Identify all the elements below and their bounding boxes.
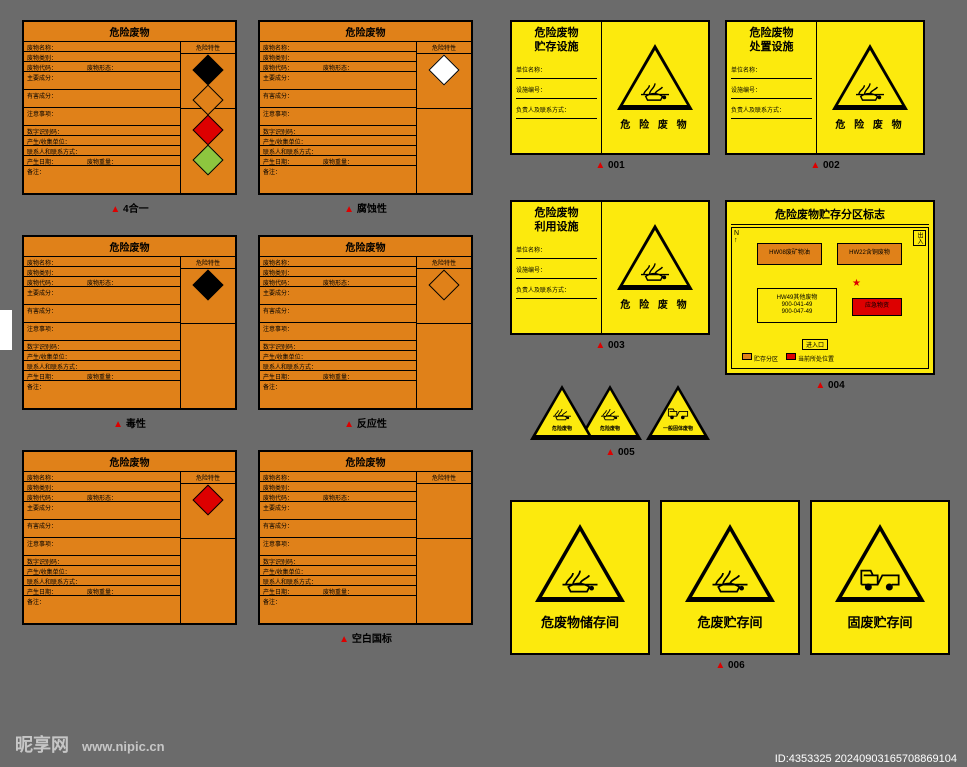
warning-triangle-icon [835,524,925,602]
card-hazard-icons: 危险特性 [180,42,235,193]
facility-title: 危险废物处置设施 [731,26,812,55]
card-caption: ▲ 001 [510,160,710,171]
card-title: 危险废物 [260,452,471,472]
storage-room-sign: 危废贮存间 [660,500,800,655]
hazard-diamond-icon [192,144,223,175]
warning-triangle-icon [685,524,775,602]
card-caption: ▲ 005 [560,447,680,458]
orange-hazard-label-card: 危险废物 废物名称：废物类别：废物代码：废物形态：主要成分：有害成分：注意事项：… [258,235,473,410]
warning-triangle-icon [535,524,625,602]
card-fields: 废物名称：废物类别：废物代码：废物形态：主要成分：有害成分：注意事项：数字识别码… [24,257,180,408]
triangle-group: 危险废物危险废物一般固体废物 [530,385,710,440]
card-caption: ▲ 006 [660,660,800,671]
yellow-facility-card: 危险废物处置设施 单位名称：设施编号：负责人及联系方式： 危 险 废 物 [725,20,925,155]
orange-hazard-label-card: 危险废物 废物名称：废物类别：废物代码：废物形态：主要成分：有害成分：注意事项：… [22,450,237,625]
sign-label: 危废物储存间 [541,612,619,631]
card-fields: 废物名称：废物类别：废物代码：废物形态：主要成分：有害成分：注意事项：数字识别码… [260,42,416,193]
hazard-diamond-icon [192,484,223,515]
hazard-diamond-icon [428,54,459,85]
card-title: 危险废物 [24,452,235,472]
hazard-diamond-icon [192,84,223,115]
card-title: 危险废物 [24,237,235,257]
sign-label: 固废贮存间 [847,612,912,631]
yellow-facility-card: 危险废物贮存设施 单位名称：设施编号：负责人及联系方式： 危 险 废 物 [510,20,710,155]
card-fields: 废物名称：废物类别：废物代码：废物形态：主要成分：有害成分：注意事项：数字识别码… [260,472,416,623]
card-caption: ▲ 004 [725,380,935,391]
hazard-diamond-icon [192,114,223,145]
storage-room-sign: 危废物储存间 [510,500,650,655]
card-title: 危险废物 [24,22,235,42]
card-hazard-icons: 危险特性 [180,257,235,408]
warning-triangle-zone: 危 险 废 物 [817,22,923,153]
sign-label: 危废贮存间 [697,612,762,631]
card-caption: ▲ 腐蚀性 [258,200,473,215]
card-title: 危险废物 [260,22,471,42]
watermark-logo: 昵享网 www.nipic.cn [15,731,165,757]
facility-title: 危险废物贮存设施 [516,26,597,55]
warning-triangle-zone: 危 险 废 物 [602,22,708,153]
card-hazard-icons: 危险特性 [180,472,235,623]
card-fields: 废物名称：废物类别：废物代码：废物形态：主要成分：有害成分：注意事项：数字识别码… [24,472,180,623]
storage-room-sign: 固废贮存间 [810,500,950,655]
facility-title: 危险废物利用设施 [516,206,597,235]
warning-triangle-icon: 危险废物 [530,385,594,440]
yellow-facility-card: 危险废物利用设施 单位名称：设施编号：负责人及联系方式： 危 险 废 物 [510,200,710,335]
zone-box: HW08废矿物油 [757,243,822,265]
warning-triangle-icon [617,44,693,110]
card-hazard-icons: 危险特性 [416,42,471,193]
warning-triangle-icon [617,224,693,290]
zone-title: 危险废物贮存分区标志 [731,206,929,225]
orange-hazard-label-card: 危险废物 废物名称：废物类别：废物代码：废物形态：主要成分：有害成分：注意事项：… [258,20,473,195]
orange-hazard-label-card: 危险废物 废物名称：废物类别：废物代码：废物形态：主要成分：有害成分：注意事项：… [22,20,237,195]
hazard-diamond-icon [192,269,223,300]
card-caption: ▲ 反应性 [258,415,473,430]
card-caption: ▲ 4合一 [22,200,237,215]
hazard-diamond-icon [192,54,223,85]
card-caption: ▲ 003 [510,340,710,351]
zone-box: 应急物资 [852,298,902,316]
card-fields: 废物名称：废物类别：废物代码：废物形态：主要成分：有害成分：注意事项：数字识别码… [260,257,416,408]
artifact-white [0,310,12,350]
warning-triangle-icon: 一般固体废物 [646,385,710,440]
card-caption: ▲ 002 [725,160,925,171]
zone-box: HW22含铜废物 [837,243,902,265]
card-hazard-icons: 危险特性 [416,257,471,408]
orange-hazard-label-card: 危险废物 废物名称：废物类别：废物代码：废物形态：主要成分：有害成分：注意事项：… [258,450,473,625]
storage-zone-card: 危险废物贮存分区标志 N↑ 出入 HW08废矿物油HW22含铜废物HW49其他废… [725,200,935,375]
card-hazard-icons: 危险特性 [416,472,471,623]
card-caption: ▲ 毒性 [22,415,237,430]
card-fields: 废物名称：废物类别：废物代码：废物形态：主要成分：有害成分：注意事项：数字识别码… [24,42,180,193]
warning-triangle-icon [832,44,908,110]
zone-box: HW49其他废物 900-041-49 900-047-49 [757,288,837,323]
card-title: 危险废物 [260,237,471,257]
hazard-diamond-icon [428,269,459,300]
zone-map: N↑ 出入 HW08废矿物油HW22含铜废物HW49其他废物 900-041-4… [731,227,929,369]
orange-hazard-label-card: 危险废物 废物名称：废物类别：废物代码：废物形态：主要成分：有害成分：注意事项：… [22,235,237,410]
warning-triangle-zone: 危 险 废 物 [602,202,708,333]
footer-id: ID:4353325 20240903165708869104 [775,753,957,765]
card-caption: ▲ 空白国标 [258,630,473,645]
